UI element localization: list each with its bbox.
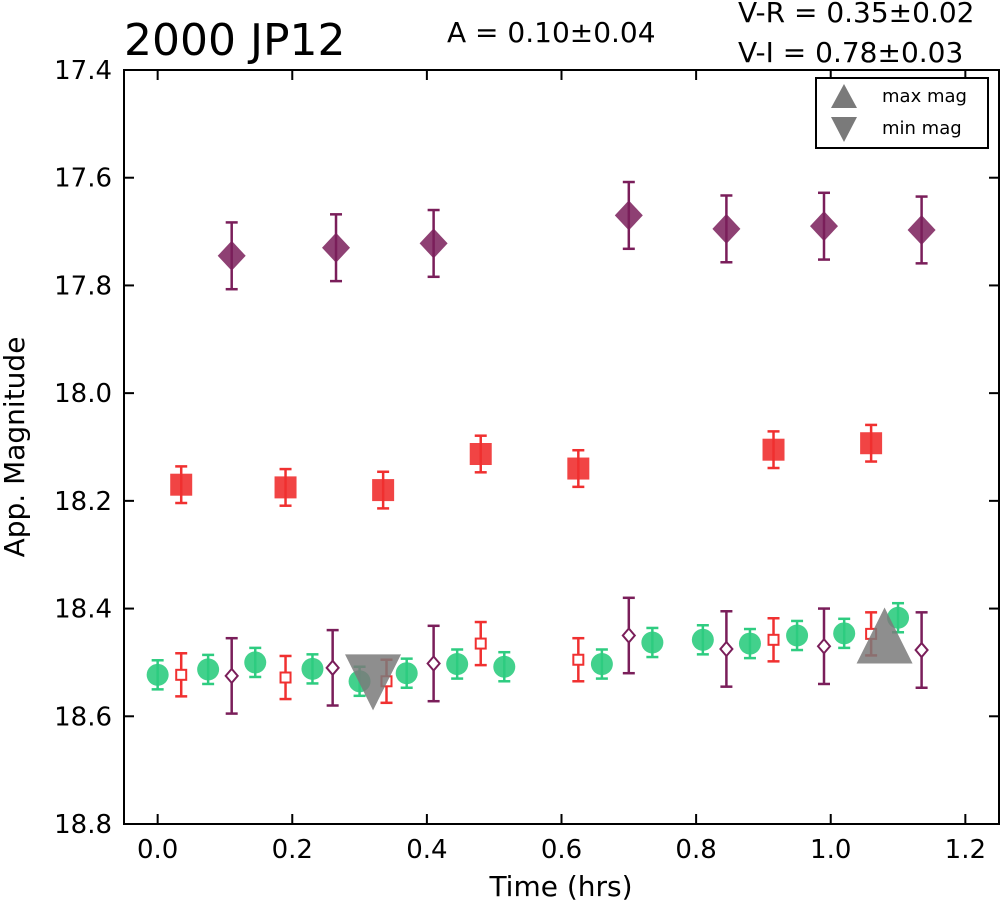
open-diamond-point (426, 654, 441, 673)
circle-point (197, 658, 220, 681)
legend-max-label: max mag (882, 86, 967, 107)
square-point (567, 457, 590, 480)
circle-point (590, 653, 613, 676)
x-tick-label: 0.2 (272, 835, 313, 865)
diamond-point (712, 213, 741, 244)
v-i-annotation: V-I = 0.78±0.03 (738, 36, 963, 69)
x-tick-label: 1.0 (810, 835, 851, 865)
amplitude-annotation: A = 0.10±0.04 (447, 16, 656, 49)
circle-point (786, 624, 809, 647)
plot-frame (123, 69, 1000, 825)
legend-min-label: min mag (882, 118, 962, 139)
open-diamond-point (914, 641, 929, 659)
circle-point (887, 606, 910, 629)
x-tick-label: 0.6 (541, 835, 582, 865)
circle-point (244, 651, 267, 674)
y-tick-label: 17.4 (54, 56, 112, 86)
y-tick-label: 18.4 (54, 595, 112, 625)
open-diamond-point (719, 640, 734, 658)
square-point (860, 432, 883, 455)
open-diamond-point (621, 626, 637, 645)
diamond-point (907, 214, 936, 245)
open-diamond-point (224, 667, 240, 685)
y-tick-label: 18.2 (54, 487, 112, 517)
diamond-point (810, 211, 838, 242)
y-axis-label: App. Magnitude (0, 337, 31, 558)
open-diamond-point (325, 659, 340, 677)
x-tick-label: 0.8 (675, 835, 716, 865)
circle-point (691, 628, 714, 651)
y-tick-label: 18.6 (54, 702, 112, 732)
min-mag-marker (345, 654, 402, 711)
y-tick-label: 18.8 (54, 810, 112, 840)
square-point (170, 473, 193, 496)
open-diamond-point (816, 637, 832, 655)
square-point (469, 443, 492, 466)
v-r-annotation: V-R = 0.35±0.02 (738, 0, 974, 29)
square-point (762, 438, 785, 461)
x-axis-label: Time (hrs) (488, 870, 632, 903)
circle-point (146, 663, 169, 686)
diamond-point (217, 240, 246, 271)
x-tick-label: 0.0 (137, 835, 178, 865)
x-tick-label: 1.2 (945, 835, 986, 865)
max-mag-marker (856, 607, 913, 664)
circle-point (641, 631, 664, 654)
diamond-point (322, 232, 351, 263)
circle-point (833, 622, 856, 645)
square-point (274, 476, 297, 499)
data-layer (146, 180, 936, 715)
y-tick-label: 17.6 (54, 164, 112, 194)
open-square-point (767, 633, 780, 646)
open-square-point (474, 637, 487, 650)
y-tick-label: 18.0 (54, 379, 112, 409)
square-point (372, 479, 395, 502)
y-tick-label: 17.8 (54, 271, 112, 301)
circle-point (301, 657, 324, 680)
circle-point (493, 655, 516, 678)
x-tick-label: 0.4 (406, 835, 447, 865)
axis-ticks: 0.0 0.2 0.4 0.6 0.8 1.0 1.2 17.4 17.6 17.8 18.0 18.… (54, 56, 999, 865)
circle-point (446, 653, 469, 676)
open-square-point (279, 671, 292, 684)
legend-max-marker (831, 84, 857, 108)
open-square-point (572, 653, 585, 666)
circle-point (395, 662, 418, 685)
legend-min-marker (831, 117, 857, 142)
diamond-point (614, 200, 643, 231)
open-square-point (175, 668, 188, 681)
diamond-point (419, 228, 448, 259)
legend: max mag min mag (815, 77, 989, 149)
circle-point (738, 632, 761, 655)
chart-title: 2000 JP12 (124, 15, 345, 66)
